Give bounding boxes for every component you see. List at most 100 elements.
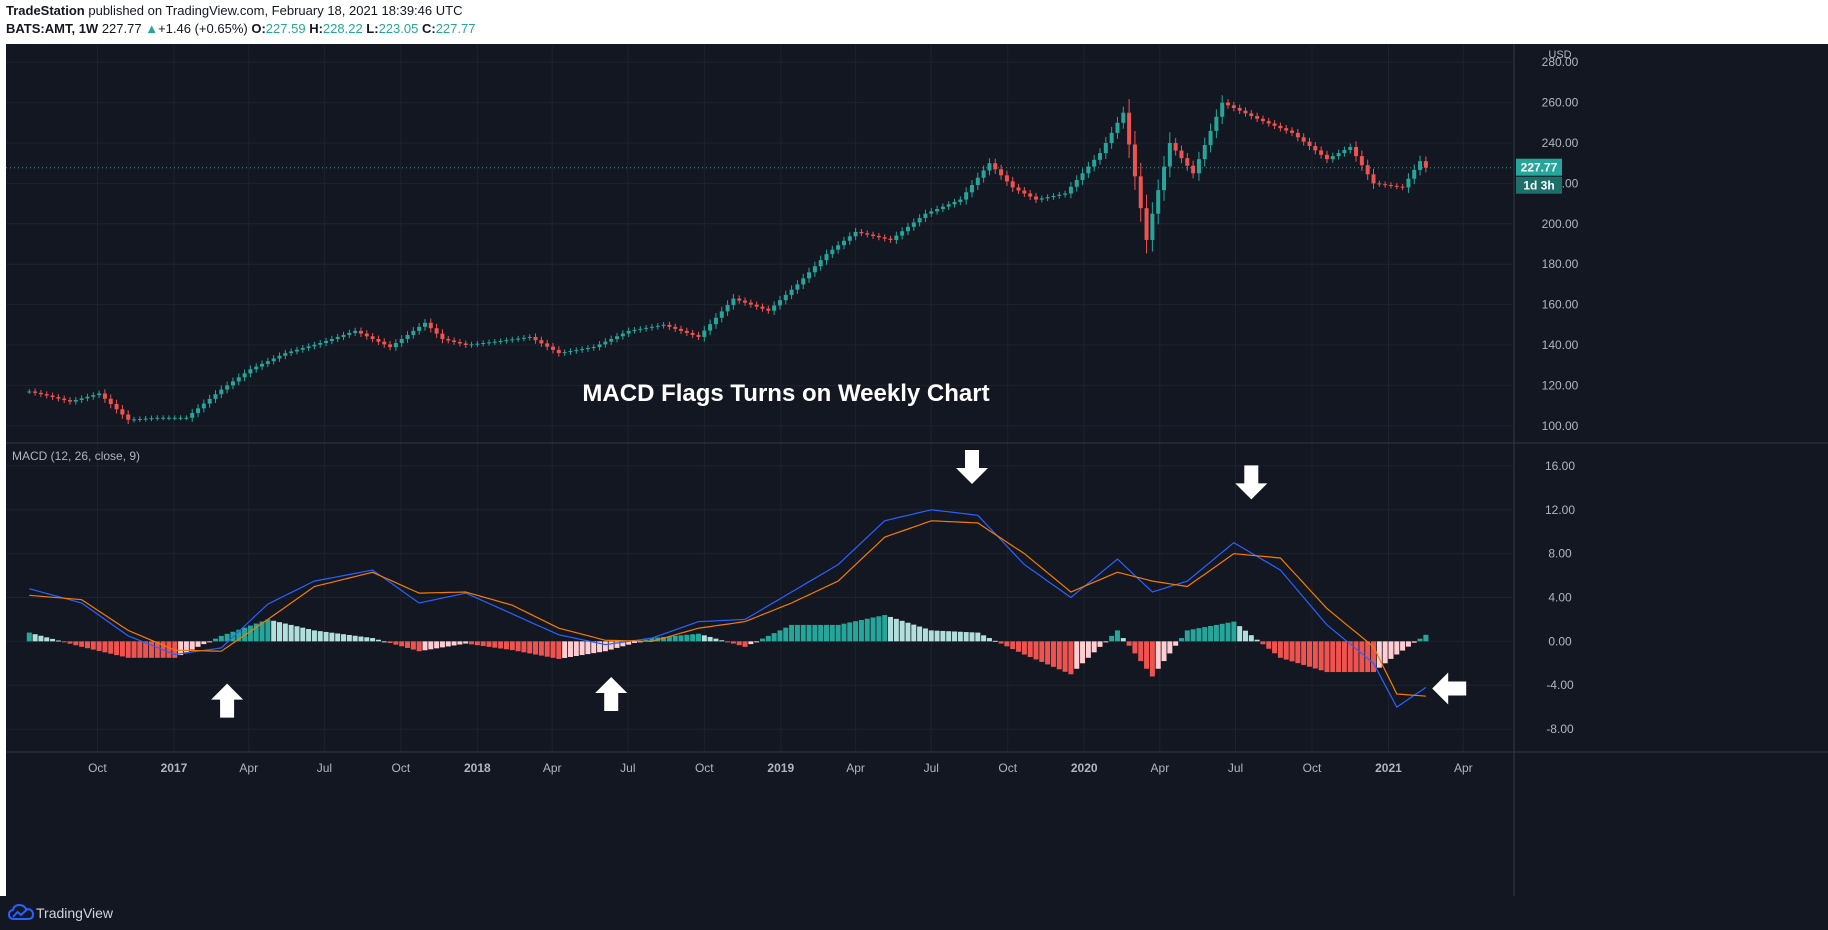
candle-body: [364, 333, 369, 337]
candle-body: [743, 300, 748, 303]
histogram-bar: [317, 631, 323, 642]
histogram-bar: [1091, 641, 1097, 653]
tradingview-cloud-icon[interactable]: [8, 904, 34, 920]
histogram-bar: [1016, 641, 1022, 652]
histogram-bar: [701, 635, 707, 642]
candle-body: [56, 397, 61, 399]
histogram-bar: [1208, 626, 1214, 642]
macd-legend: MACD (12, 26, close, 9): [12, 449, 140, 463]
histogram-bar: [1167, 641, 1173, 654]
last-price-tag-bg: [1516, 158, 1562, 176]
candle-body: [853, 231, 858, 237]
high-label: H:: [309, 21, 323, 36]
candle-body: [260, 363, 265, 367]
histogram-bar: [608, 641, 614, 650]
candle-body: [38, 392, 43, 395]
candle-body: [894, 235, 899, 240]
change-value: +1.46 (+0.65%): [158, 21, 248, 36]
time-tick-label: 2021: [1375, 761, 1402, 775]
candle-body: [690, 332, 695, 335]
histogram-bar: [32, 634, 38, 642]
candle-body: [300, 348, 305, 350]
price-tick-label: 260.00: [1542, 96, 1579, 110]
histogram-bar: [1347, 641, 1353, 673]
candle-body: [871, 234, 876, 236]
histogram-bar: [1336, 641, 1342, 673]
histogram-bar: [870, 617, 876, 642]
candle-body: [1179, 150, 1184, 159]
histogram-bar: [265, 619, 271, 642]
histogram-bar: [1283, 641, 1289, 660]
histogram-bar: [300, 627, 306, 642]
histogram-bar: [556, 641, 562, 659]
candle-body: [580, 349, 585, 351]
candle-body: [649, 326, 654, 328]
candle-body: [1220, 102, 1225, 117]
histogram-bar: [480, 641, 486, 647]
candle-body: [1191, 165, 1196, 174]
histogram-bar: [1097, 641, 1103, 647]
candle-body: [1383, 184, 1388, 186]
candle-body: [504, 340, 509, 342]
histogram-bar: [212, 638, 218, 642]
candle-body: [114, 404, 119, 410]
candle-body: [1260, 118, 1265, 122]
histogram-bar: [282, 623, 288, 642]
candle-body: [393, 343, 398, 348]
histogram-bar: [370, 638, 376, 642]
histogram-bar: [178, 641, 184, 656]
histogram-bar: [1277, 641, 1283, 658]
time-tick-label: Jul: [924, 761, 939, 775]
histogram-bar: [329, 632, 335, 642]
histogram-bar: [1045, 641, 1051, 665]
histogram-bar: [201, 641, 207, 645]
histogram-bar: [1242, 630, 1248, 642]
candle-body: [597, 344, 602, 348]
candle-body: [306, 346, 311, 349]
last-price-tag: 227.77: [1521, 161, 1558, 175]
histogram-bar: [416, 641, 422, 652]
candle-body: [85, 396, 90, 399]
candle-body: [1074, 180, 1079, 187]
symbol-label[interactable]: BATS:AMT, 1W: [6, 21, 99, 36]
tradingview-brand[interactable]: TradingView: [36, 905, 114, 921]
price-tick-label: 180.00: [1542, 257, 1579, 271]
candle-body: [230, 381, 235, 386]
candle-body: [754, 304, 759, 307]
candle-body: [155, 417, 160, 419]
histogram-bar: [486, 641, 492, 647]
candle-body: [585, 348, 590, 350]
candle-body: [1295, 132, 1300, 138]
candle-body: [923, 213, 928, 219]
histogram-bar: [946, 631, 952, 642]
candle-body: [457, 341, 462, 344]
histogram-bar: [794, 624, 800, 642]
histogram-bar: [620, 641, 626, 647]
candle-body: [830, 249, 835, 255]
candle-body: [946, 204, 951, 207]
candle-body: [1243, 110, 1248, 114]
macd-line: [29, 509, 1427, 708]
histogram-bar: [1196, 628, 1202, 642]
chart-area[interactable]: 280.00260.00240.00220.00200.00180.00160.…: [6, 44, 1828, 896]
publisher-name[interactable]: TradeStation: [6, 3, 85, 18]
candle-body: [184, 417, 189, 419]
candle-body: [1214, 116, 1219, 131]
histogram-bar: [399, 641, 405, 647]
candle-body: [644, 327, 649, 329]
candle-body: [341, 334, 346, 337]
candle-body: [667, 324, 672, 327]
candle-body: [964, 192, 969, 200]
histogram-bar: [1423, 634, 1429, 642]
candle-body: [510, 339, 515, 341]
candle-body: [702, 330, 707, 337]
histogram-bar: [242, 627, 248, 642]
histogram-bar: [742, 641, 748, 647]
candle-body: [1423, 161, 1428, 168]
candle-body: [242, 373, 247, 378]
histogram-bar: [1301, 641, 1307, 665]
histogram-bar: [1085, 641, 1091, 658]
histogram-bar: [1213, 624, 1219, 642]
candle-body: [969, 185, 974, 193]
histogram-bar: [457, 641, 463, 645]
